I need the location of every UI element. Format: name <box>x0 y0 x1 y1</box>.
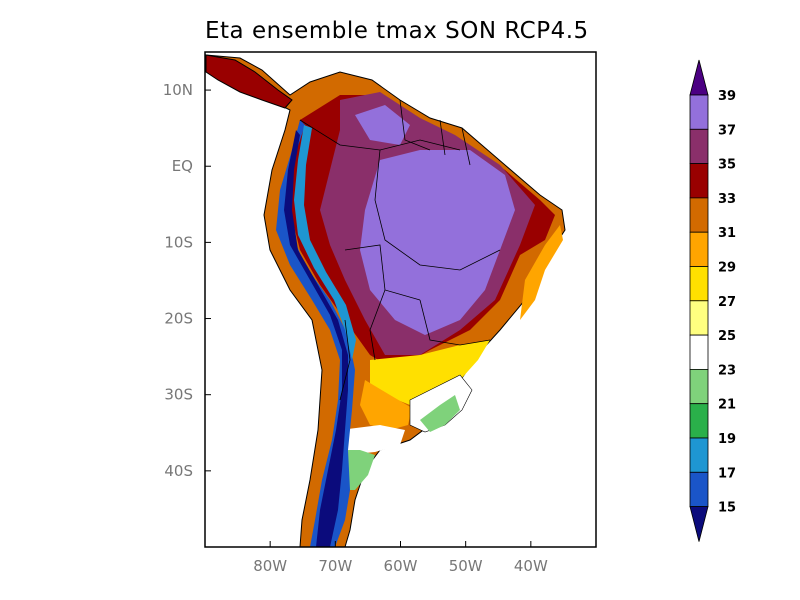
map-title: Eta ensemble tmax SON RCP4.5 <box>205 18 589 44</box>
region-patagonia-white <box>340 425 405 455</box>
colorbar-label: 17 <box>718 466 736 481</box>
lat-tick-label: 30S <box>164 386 193 404</box>
lon-tick-label: 60W <box>384 557 418 575</box>
colorbar-swatch <box>689 266 709 302</box>
central-america <box>205 54 293 109</box>
lon-tick-label: 50W <box>449 557 483 575</box>
map-content <box>205 54 566 547</box>
lon-tick-label: 40W <box>514 557 548 575</box>
colorbar-label: 35 <box>718 158 736 173</box>
colorbar-swatch <box>689 368 709 405</box>
colorbar-swatch <box>689 94 709 130</box>
colorbar-swatch <box>689 128 709 165</box>
colorbar-label: 25 <box>718 329 736 344</box>
longitude-axis: 80W 70W 60W 50W 40W <box>253 541 548 575</box>
colorbar: 39 37 35 33 31 29 27 25 23 21 19 17 15 <box>689 59 736 542</box>
region-north-lavender <box>355 105 410 145</box>
colorbar-label: 39 <box>718 89 736 104</box>
colorbar-swatch <box>689 197 709 233</box>
colorbar-swatch <box>689 437 709 473</box>
colorbar-label: 21 <box>718 398 736 413</box>
colorbar-bottom-arrow <box>689 506 709 542</box>
colorbar-label: 37 <box>718 123 736 138</box>
colorbar-label: 23 <box>718 363 736 378</box>
colorbar-label: 15 <box>718 501 736 516</box>
colorbar-label: 19 <box>718 432 736 447</box>
colorbar-swatch <box>689 231 709 267</box>
colorbar-swatch <box>689 403 709 439</box>
region-northeast-coast <box>520 225 563 320</box>
colorbar-top-arrow <box>689 59 709 96</box>
colorbar-label: 29 <box>718 261 736 276</box>
lon-tick-label: 70W <box>318 557 352 575</box>
colorbar-swatch <box>689 163 709 199</box>
lat-tick-label: EQ <box>172 157 193 175</box>
country-borders <box>299 99 501 401</box>
colorbar-label: 27 <box>718 295 736 310</box>
region-central-lavender <box>360 150 515 335</box>
region-pampas-green <box>420 395 460 432</box>
region-andes-teal <box>294 125 356 360</box>
region-andes-deep-blue <box>284 130 348 547</box>
colorbar-swatch <box>689 471 709 507</box>
colorbar-swatch <box>689 334 709 370</box>
region-south-yellow <box>370 340 490 405</box>
colorbar-label: 33 <box>718 192 736 207</box>
colorbar-swatch <box>689 300 709 336</box>
lon-tick-label: 80W <box>253 557 287 575</box>
lat-tick-label: 40S <box>164 462 193 480</box>
lat-tick-label: 10S <box>164 233 193 251</box>
region-south-orange <box>360 380 412 430</box>
lat-tick-label: 10N <box>163 81 193 99</box>
lat-tick-label: 20S <box>164 310 193 328</box>
colorbar-label: 31 <box>718 226 736 241</box>
latitude-axis: 10N EQ 10S 20S 30S 40S <box>163 81 211 480</box>
